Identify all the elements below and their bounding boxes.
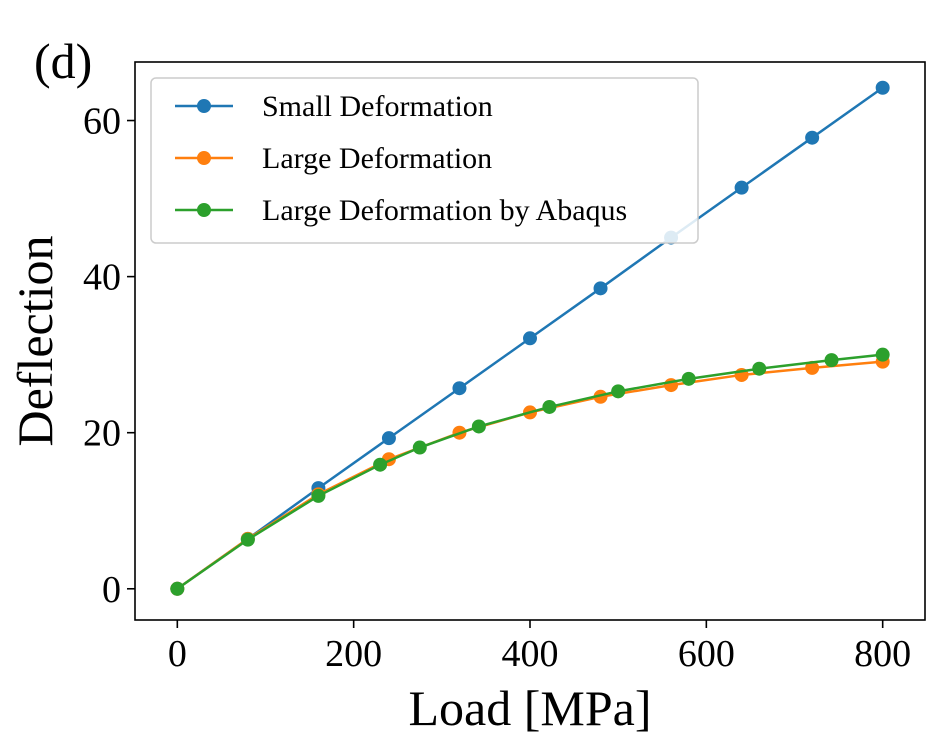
data-point-small-deformation bbox=[805, 130, 820, 145]
x-tick-label: 400 bbox=[502, 633, 559, 675]
data-point-large-deformation-abaqus bbox=[311, 488, 326, 503]
data-point-large-deformation-abaqus bbox=[373, 457, 388, 472]
data-point-small-deformation bbox=[734, 180, 749, 195]
legend-label-large: Large Deformation bbox=[262, 142, 492, 175]
y-tick-label: 60 bbox=[83, 101, 121, 143]
data-point-large-deformation-abaqus bbox=[681, 371, 696, 386]
y-axis-title: Deflection bbox=[7, 235, 63, 446]
legend-label-abaqus: Large Deformation by Abaqus bbox=[262, 194, 627, 227]
series-large-deformation-abaqus bbox=[170, 347, 890, 596]
legend-entry-abaqus: Large Deformation by Abaqus bbox=[175, 194, 627, 227]
x-tick-label: 0 bbox=[168, 633, 187, 675]
data-point-large-deformation-abaqus bbox=[240, 532, 255, 547]
data-point-small-deformation bbox=[593, 281, 608, 296]
data-point-large-deformation-abaqus bbox=[412, 440, 427, 455]
data-point-large-deformation-abaqus bbox=[752, 361, 767, 376]
legend-marker-small bbox=[197, 99, 211, 113]
data-point-large-deformation-abaqus bbox=[824, 353, 839, 368]
x-tick-label: 800 bbox=[854, 633, 911, 675]
data-point-small-deformation bbox=[381, 431, 396, 446]
data-point-small-deformation bbox=[523, 331, 537, 346]
legend-marker-abaqus bbox=[197, 203, 211, 217]
data-series bbox=[170, 80, 890, 596]
data-point-large-deformation-abaqus bbox=[611, 384, 626, 399]
y-tick-label: 20 bbox=[83, 413, 121, 455]
panel-label: (d) bbox=[34, 33, 92, 89]
x-axis-title: Load [MPa] bbox=[409, 680, 652, 736]
series-large-deformation bbox=[170, 354, 890, 596]
legend-entry-small-deformation: Small Deformation bbox=[175, 90, 493, 123]
data-point-large-deformation-abaqus bbox=[542, 399, 557, 414]
axis-ticks: 0 200 400 600 800 0 20 40 60 bbox=[83, 101, 911, 675]
legend: Small Deformation Large Deformation Larg… bbox=[150, 77, 699, 244]
legend-entry-large-deformation: Large Deformation bbox=[175, 142, 492, 175]
data-point-small-deformation bbox=[452, 381, 467, 396]
x-tick-label: 200 bbox=[325, 633, 382, 675]
data-point-large-deformation bbox=[805, 360, 820, 375]
y-tick-label: 0 bbox=[102, 569, 121, 611]
legend-marker-large bbox=[197, 151, 211, 165]
data-point-large-deformation-abaqus bbox=[875, 347, 890, 362]
data-point-large-deformation-abaqus bbox=[471, 419, 486, 434]
y-tick-label: 40 bbox=[83, 257, 121, 299]
series-line-large-deformation-abaqus bbox=[176, 353, 883, 590]
legend-label-small: Small Deformation bbox=[262, 90, 493, 123]
data-point-large-deformation-abaqus bbox=[170, 581, 185, 596]
legend-box bbox=[150, 77, 699, 244]
x-tick-label: 600 bbox=[678, 633, 735, 675]
data-point-small-deformation bbox=[875, 80, 890, 95]
series-line-large-deformation bbox=[176, 360, 883, 590]
